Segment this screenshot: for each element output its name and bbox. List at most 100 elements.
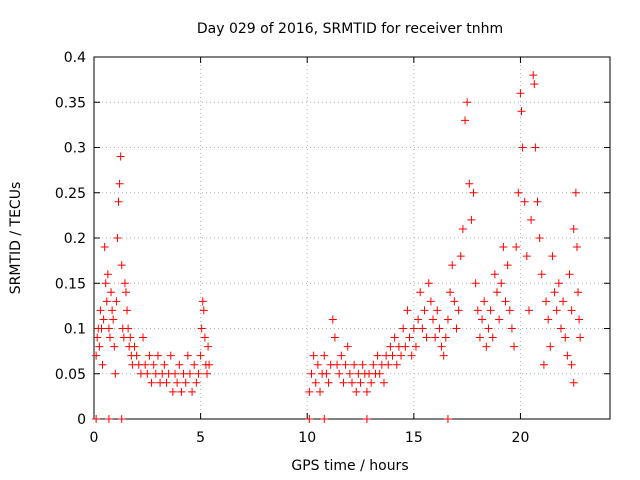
data-point <box>565 270 574 279</box>
data-point <box>166 351 175 360</box>
x-tick-label: 0 <box>90 430 99 446</box>
data-point <box>495 315 504 324</box>
data-point <box>424 279 433 288</box>
data-point <box>147 378 156 387</box>
data-point <box>305 387 314 396</box>
data-point <box>488 333 497 342</box>
data-point <box>337 351 346 360</box>
data-point <box>546 342 555 351</box>
data-point <box>520 197 529 206</box>
data-point <box>362 387 371 396</box>
y-tick-label: 0.35 <box>55 95 86 111</box>
data-point <box>316 387 325 396</box>
data-point <box>569 224 578 233</box>
data-point <box>113 234 122 242</box>
data-point <box>115 179 124 188</box>
y-tick-label: 0.3 <box>64 141 86 157</box>
data-point <box>401 342 410 351</box>
data-point <box>333 360 342 369</box>
data-point <box>411 342 420 351</box>
x-tick-label: 15 <box>405 430 423 446</box>
data-point <box>405 333 414 342</box>
data-point <box>490 270 499 279</box>
data-point <box>107 288 116 297</box>
y-axis-label: SRMTID / TECUs <box>8 182 24 295</box>
data-point <box>105 333 114 342</box>
data-point <box>117 415 126 423</box>
x-axis-label: GPS time / hours <box>291 458 408 474</box>
data-point <box>103 270 112 279</box>
data-point <box>482 342 491 351</box>
data-point <box>527 215 536 224</box>
data-point <box>576 333 585 342</box>
data-point <box>145 351 154 360</box>
data-point <box>123 306 132 315</box>
data-point <box>109 315 118 324</box>
data-point <box>102 297 111 306</box>
data-point <box>330 333 339 342</box>
data-point <box>575 315 584 324</box>
data-point <box>96 306 105 315</box>
data-point <box>198 297 207 306</box>
data-point <box>403 306 412 315</box>
data-point <box>139 333 148 342</box>
data-point <box>512 243 521 252</box>
data-point <box>548 252 557 261</box>
data-point <box>463 98 472 107</box>
data-point <box>505 306 514 315</box>
data-point <box>569 378 578 387</box>
data-point <box>441 333 450 342</box>
data-point <box>98 360 107 369</box>
data-point <box>117 261 126 270</box>
data-point <box>533 197 542 206</box>
x-tick-label: 20 <box>512 430 530 446</box>
data-point <box>437 342 446 351</box>
data-point <box>539 360 548 369</box>
data-point <box>429 315 438 324</box>
data-point <box>450 297 459 306</box>
data-point <box>356 378 365 387</box>
data-point <box>544 315 553 324</box>
y-tick-label: 0.25 <box>55 186 86 202</box>
data-point <box>386 342 395 351</box>
data-point <box>324 378 333 387</box>
data-point <box>203 369 212 378</box>
data-point <box>375 369 384 378</box>
data-point <box>431 333 440 342</box>
data-point <box>467 215 476 224</box>
y-axis-ticks: 0 0.05 0.1 0.15 0.2 0.25 0.3 0.35 0.4 <box>55 50 610 428</box>
data-point <box>111 369 120 378</box>
data-point <box>104 324 113 333</box>
data-point <box>554 279 563 288</box>
data-point <box>418 324 427 333</box>
y-tick-label: 0.2 <box>64 231 86 247</box>
data-point <box>510 342 519 351</box>
data-point <box>322 369 331 378</box>
data-point <box>501 297 510 306</box>
data-point <box>100 243 109 252</box>
data-point <box>561 333 570 342</box>
data-point <box>454 306 463 315</box>
data-point <box>311 378 320 387</box>
data-point <box>141 360 150 369</box>
data-point <box>518 143 527 152</box>
data-point <box>309 351 318 360</box>
data-point <box>522 252 531 261</box>
data-point <box>168 387 177 396</box>
data-point <box>475 333 484 342</box>
data-point <box>478 315 487 324</box>
data-point <box>446 288 455 297</box>
data-point <box>188 387 197 396</box>
data-point <box>369 360 378 369</box>
data-point <box>433 306 442 315</box>
data-point <box>439 351 448 360</box>
data-point <box>556 324 565 333</box>
data-point <box>384 360 393 369</box>
data-point <box>524 306 533 315</box>
data-point <box>469 188 478 197</box>
data-point <box>116 152 125 161</box>
data-point <box>124 324 133 333</box>
data-point <box>190 360 199 369</box>
data-point <box>99 315 108 324</box>
x-tick-label: 5 <box>196 430 205 446</box>
